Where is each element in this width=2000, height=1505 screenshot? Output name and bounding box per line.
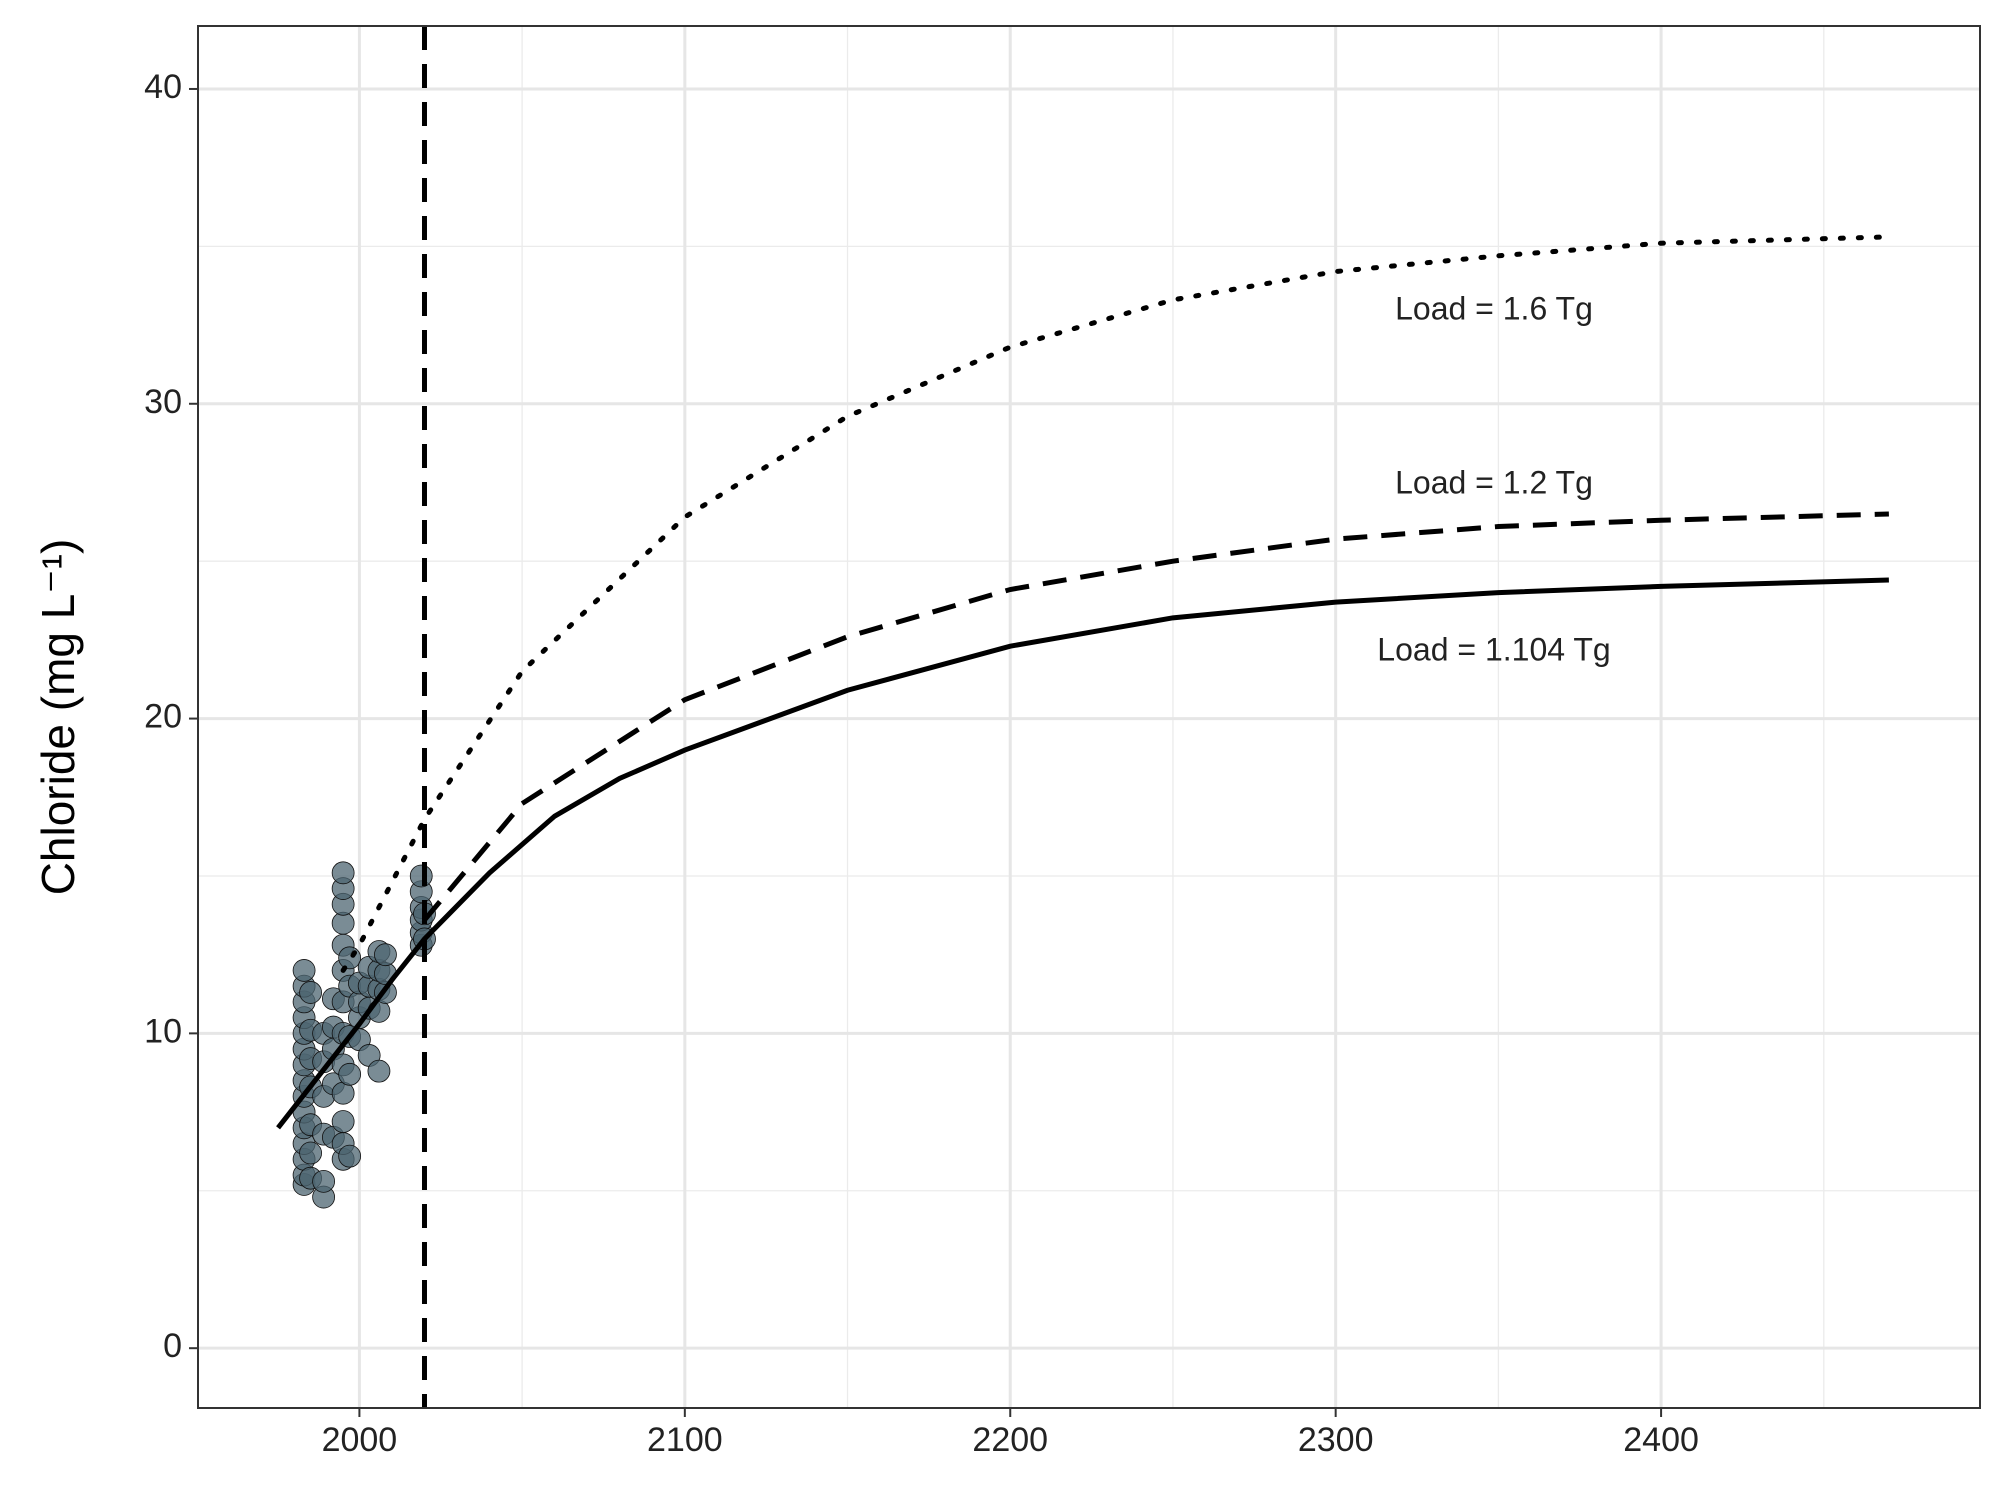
data-point xyxy=(299,1141,322,1165)
series-label: Load = 1.104 Tg xyxy=(1377,631,1610,667)
data-point xyxy=(299,981,322,1004)
y-tick-label: 30 xyxy=(144,383,182,421)
y-tick-label: 20 xyxy=(144,698,182,736)
data-point xyxy=(312,1169,336,1193)
x-tick-label: 2100 xyxy=(647,1421,723,1459)
data-point xyxy=(374,943,397,967)
series-label: Load = 1.6 Tg xyxy=(1395,290,1593,326)
series-line xyxy=(276,577,1889,1130)
y-tick-label: 0 xyxy=(163,1327,182,1365)
data-point xyxy=(338,1062,362,1086)
series-label: Load = 1.2 Tg xyxy=(1395,464,1593,500)
data-point xyxy=(331,1110,355,1133)
x-tick-label: 2000 xyxy=(322,1421,398,1459)
y-tick-label: 40 xyxy=(144,68,182,106)
data-point xyxy=(331,861,355,885)
series-line xyxy=(422,511,1889,922)
y-axis-title: Chloride (mg L⁻¹) xyxy=(32,539,84,896)
x-tick-label: 2200 xyxy=(972,1421,1048,1459)
y-tick-label: 10 xyxy=(144,1012,182,1050)
data-point xyxy=(338,946,362,970)
x-tick-label: 2300 xyxy=(1298,1421,1374,1459)
data-point xyxy=(409,864,433,888)
x-tick-label: 2400 xyxy=(1623,1421,1699,1459)
series-line xyxy=(340,234,1892,973)
panel-border xyxy=(197,25,1981,1409)
data-point xyxy=(367,1059,391,1083)
data-point xyxy=(292,959,316,982)
data-point xyxy=(338,1144,362,1168)
